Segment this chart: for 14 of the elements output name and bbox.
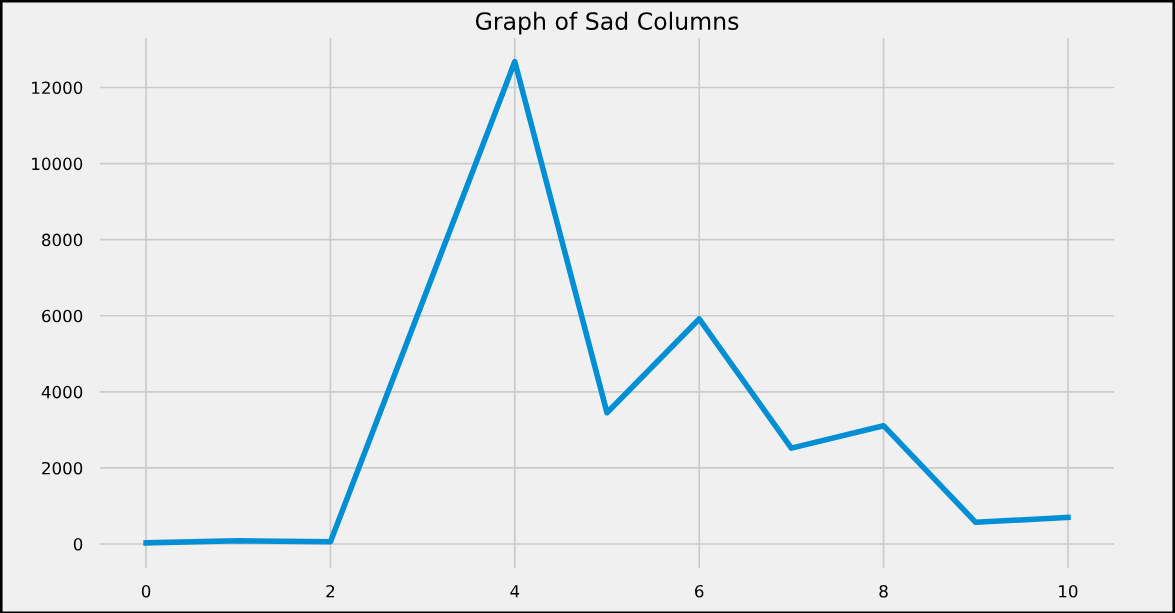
y-tick-label: 2000 xyxy=(42,461,83,475)
y-tick-label: 0 xyxy=(73,537,83,551)
chart-title: Graph of Sad Columns xyxy=(475,11,739,35)
x-tick-label: 2 xyxy=(326,584,335,598)
y-tick-label: 4000 xyxy=(41,385,83,399)
y-tick-label: 6000 xyxy=(42,309,83,323)
y-tick-label: 12000 xyxy=(32,81,83,95)
x-tick-label: 8 xyxy=(879,584,888,598)
x-tick-label: 10 xyxy=(1059,584,1078,598)
y-tick-label: 10000 xyxy=(32,157,83,171)
y-tick-label: 8000 xyxy=(42,233,83,247)
x-tick-label: 0 xyxy=(141,584,151,598)
x-tick-label: 6 xyxy=(695,584,704,598)
x-tick-label: 4 xyxy=(510,585,520,598)
